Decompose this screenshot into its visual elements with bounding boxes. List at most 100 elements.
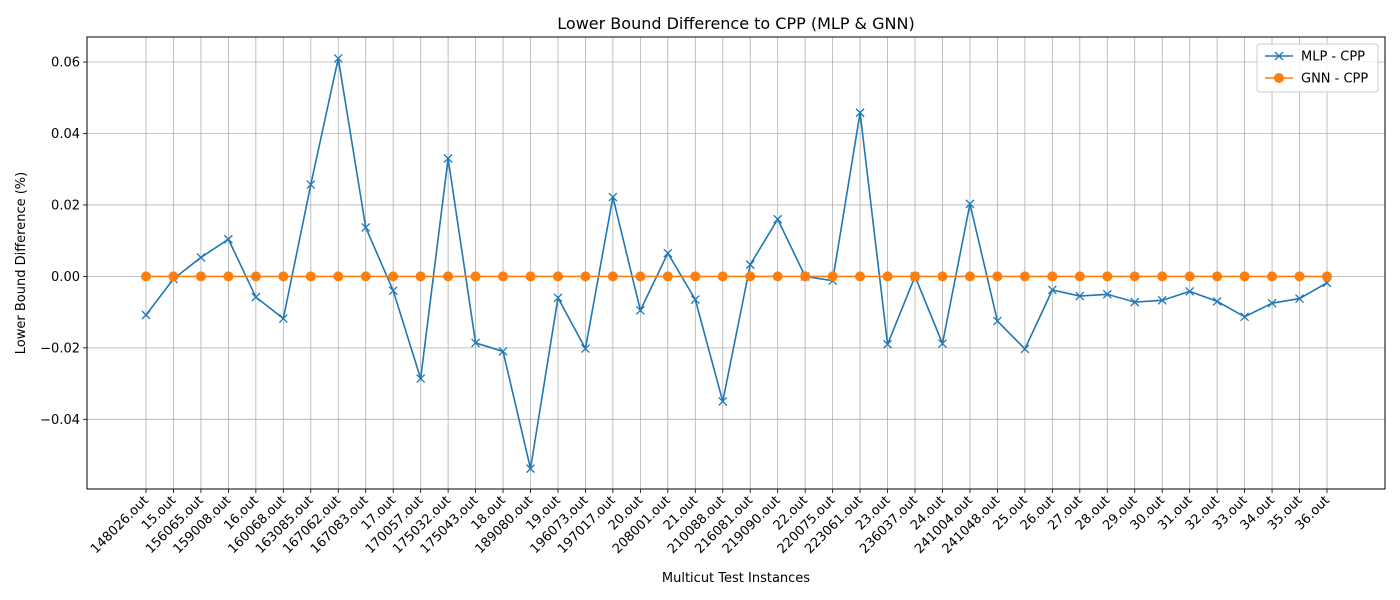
data-point <box>1102 271 1113 282</box>
data-point <box>1047 285 1057 295</box>
data-point <box>964 271 975 282</box>
data-point <box>938 339 947 349</box>
data-point <box>773 214 783 224</box>
data-point <box>168 271 179 282</box>
data-point <box>1020 344 1030 354</box>
data-point <box>526 464 535 474</box>
data-point <box>855 271 866 282</box>
data-point <box>745 260 755 270</box>
y-tick-label: 0.00 <box>51 270 80 285</box>
data-point <box>306 180 316 190</box>
data-point <box>1185 286 1195 296</box>
data-point <box>635 271 646 282</box>
legend-marker <box>1274 73 1284 83</box>
data-point <box>1295 294 1304 304</box>
data-point <box>1157 295 1167 305</box>
data-point <box>1019 271 1030 282</box>
series-gnn-cpp <box>141 271 1332 282</box>
data-point <box>333 53 343 63</box>
data-point <box>662 271 673 282</box>
data-point <box>360 271 371 282</box>
data-point <box>141 310 151 320</box>
y-tick-label: 0.06 <box>51 56 80 71</box>
data-point <box>498 271 509 282</box>
data-point <box>1047 271 1058 282</box>
y-tick-label: −0.04 <box>40 413 80 428</box>
legend-marker <box>1274 51 1284 61</box>
data-point <box>251 292 261 302</box>
data-point <box>141 271 151 282</box>
data-point <box>690 271 701 282</box>
data-point <box>1129 271 1140 282</box>
data-point <box>965 199 975 209</box>
data-point <box>333 271 344 282</box>
data-point <box>1294 271 1305 282</box>
data-point <box>1239 271 1250 282</box>
data-point <box>388 286 398 296</box>
legend-label: MLP - CPP <box>1301 50 1365 65</box>
data-point <box>553 293 563 303</box>
data-point <box>772 271 783 282</box>
data-point <box>690 295 700 305</box>
data-point <box>800 271 811 282</box>
data-point <box>827 271 838 282</box>
data-point <box>525 271 536 282</box>
data-point <box>195 271 206 282</box>
data-point <box>443 154 453 163</box>
legend-entry: GNN - CPP <box>1265 72 1368 87</box>
data-point <box>717 271 728 282</box>
data-point <box>855 108 865 118</box>
data-point <box>992 271 1003 282</box>
data-point <box>1240 312 1250 322</box>
data-point <box>305 271 316 282</box>
data-point <box>278 271 289 282</box>
data-point <box>937 271 948 282</box>
y-axis-title: Lower Bound Difference (%) <box>14 172 29 354</box>
data-point <box>607 271 618 282</box>
data-point <box>635 305 645 315</box>
data-point <box>443 271 454 282</box>
data-point <box>608 192 618 202</box>
chart-title: Lower Bound Difference to CPP (MLP & GNN… <box>557 14 914 33</box>
data-point <box>1184 271 1195 282</box>
y-tick-label: 0.02 <box>51 198 80 213</box>
data-point <box>1267 298 1277 308</box>
data-point <box>745 271 756 282</box>
x-axis-title: Multicut Test Instances <box>662 571 810 586</box>
legend: MLP - CPP GNN - CPP <box>1256 43 1379 93</box>
data-point <box>1322 271 1332 282</box>
data-point <box>1267 271 1278 282</box>
data-point <box>196 253 206 262</box>
data-point <box>663 248 673 258</box>
data-point <box>415 271 426 282</box>
legend-entry: MLP - CPP <box>1265 50 1365 65</box>
data-point <box>1075 291 1085 301</box>
data-point <box>1212 296 1222 306</box>
data-point <box>361 222 371 232</box>
data-point <box>882 271 893 282</box>
y-axis: −0.04 −0.02 0.00 0.02 0.04 0.06 <box>40 56 87 428</box>
data-point <box>471 338 481 348</box>
y-tick-label: −0.02 <box>40 341 80 356</box>
series-layer <box>141 53 1332 474</box>
data-point <box>1074 271 1085 282</box>
data-point <box>552 271 563 282</box>
data-point <box>718 396 728 406</box>
data-point <box>883 339 893 349</box>
data-point <box>1130 297 1140 307</box>
data-point <box>910 271 921 282</box>
plot-frame <box>86 36 1386 490</box>
data-point <box>1157 271 1168 282</box>
data-point <box>223 271 234 282</box>
data-point <box>223 234 233 244</box>
legend-label: GNN - CPP <box>1301 72 1368 87</box>
data-point <box>580 344 590 354</box>
data-point <box>1102 289 1112 299</box>
data-point <box>416 374 426 384</box>
data-point <box>1212 271 1223 282</box>
data-point <box>498 346 508 356</box>
data-point <box>470 271 481 282</box>
data-point <box>250 271 261 282</box>
